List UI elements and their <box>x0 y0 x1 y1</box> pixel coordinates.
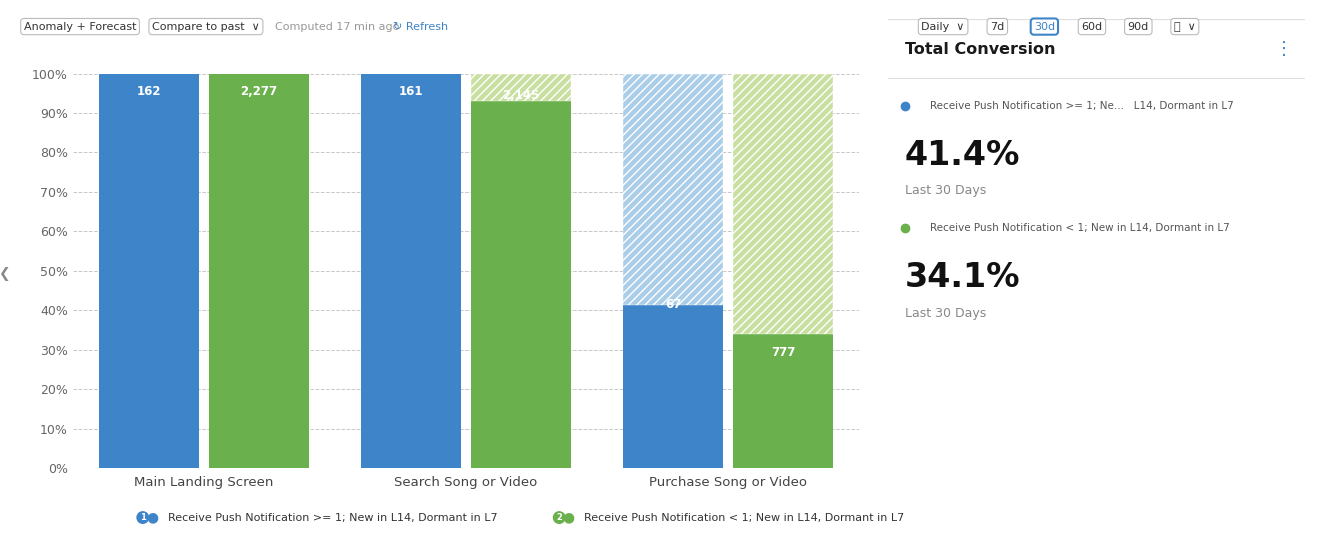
Text: 41.4%: 41.4% <box>906 139 1021 172</box>
Text: ↻ Refresh: ↻ Refresh <box>393 22 448 32</box>
Text: 162: 162 <box>136 86 161 98</box>
Text: 34.1%: 34.1% <box>906 261 1021 294</box>
Text: 2,277: 2,277 <box>241 86 278 98</box>
Bar <box>471 101 571 468</box>
Text: 777: 777 <box>771 346 796 359</box>
Text: Anomaly + Forecast: Anomaly + Forecast <box>24 22 136 32</box>
Text: Last 30 Days: Last 30 Days <box>906 184 986 197</box>
Text: Receive Push Notification >= 1; New in L14, Dormant in L7: Receive Push Notification >= 1; New in L… <box>168 513 497 522</box>
Text: Receive Push Notification >= 1; Ne...   L14, Dormant in L7: Receive Push Notification >= 1; Ne... L1… <box>931 101 1233 111</box>
Text: Last 30 Days: Last 30 Days <box>906 307 986 320</box>
Bar <box>471 74 571 101</box>
Bar <box>624 305 723 468</box>
Bar <box>361 74 461 468</box>
Text: 2: 2 <box>557 513 562 522</box>
Bar <box>734 334 833 468</box>
Text: ⋮: ⋮ <box>1274 40 1293 59</box>
Text: 67: 67 <box>665 299 681 312</box>
Text: 2,145: 2,145 <box>502 89 539 102</box>
Text: 📅  ∨: 📅 ∨ <box>1174 22 1195 32</box>
Text: 1: 1 <box>140 513 145 522</box>
Text: Compare to past  ∨: Compare to past ∨ <box>152 22 260 32</box>
Text: 30d: 30d <box>1034 22 1055 32</box>
Text: Receive Push Notification < 1; New in L14, Dormant in L7: Receive Push Notification < 1; New in L1… <box>931 223 1229 233</box>
Text: Daily  ∨: Daily ∨ <box>921 22 965 32</box>
Text: 7d: 7d <box>990 22 1005 32</box>
Bar <box>209 74 309 468</box>
Bar <box>624 74 723 305</box>
Text: 90d: 90d <box>1128 22 1149 32</box>
Text: Computed 17 min ago: Computed 17 min ago <box>275 22 399 32</box>
Text: ●: ● <box>562 511 575 525</box>
Text: ❮: ❮ <box>0 267 9 281</box>
Text: Total Conversion: Total Conversion <box>906 42 1055 57</box>
Bar <box>734 74 833 334</box>
Text: Receive Push Notification < 1; New in L14, Dormant in L7: Receive Push Notification < 1; New in L1… <box>584 513 904 522</box>
Text: 161: 161 <box>399 86 423 98</box>
Text: 60d: 60d <box>1081 22 1103 32</box>
Text: ●: ● <box>145 511 159 525</box>
Bar <box>99 74 198 468</box>
